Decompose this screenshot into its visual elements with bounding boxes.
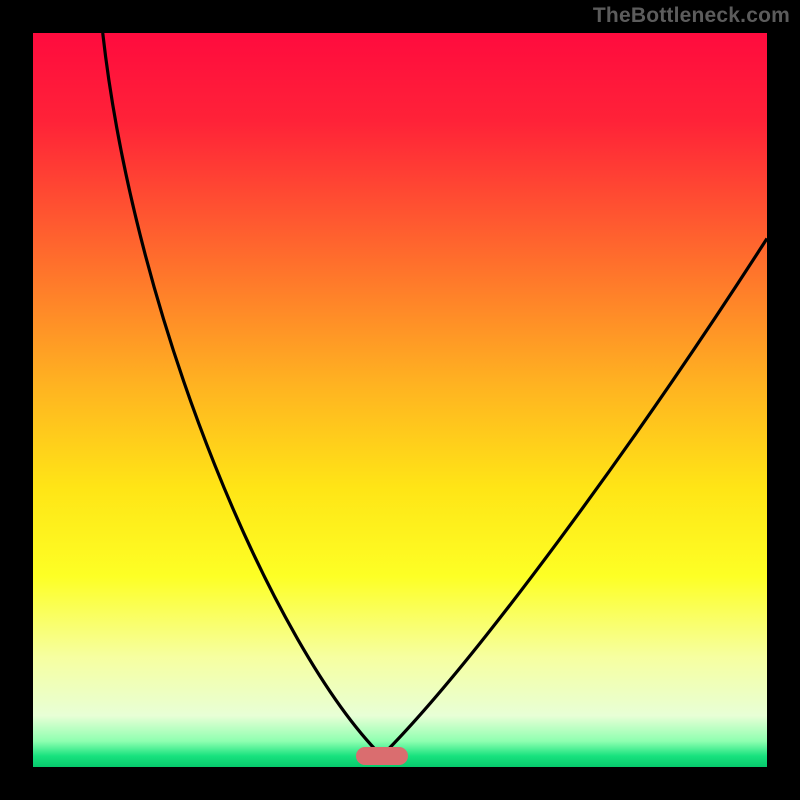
chart-canvas: TheBottleneck.com [0,0,800,800]
watermark-text: TheBottleneck.com [593,4,790,28]
vertex-marker [356,747,408,765]
plot-area [33,33,767,767]
v-curve-path [103,33,767,756]
bottleneck-curve [33,33,767,767]
